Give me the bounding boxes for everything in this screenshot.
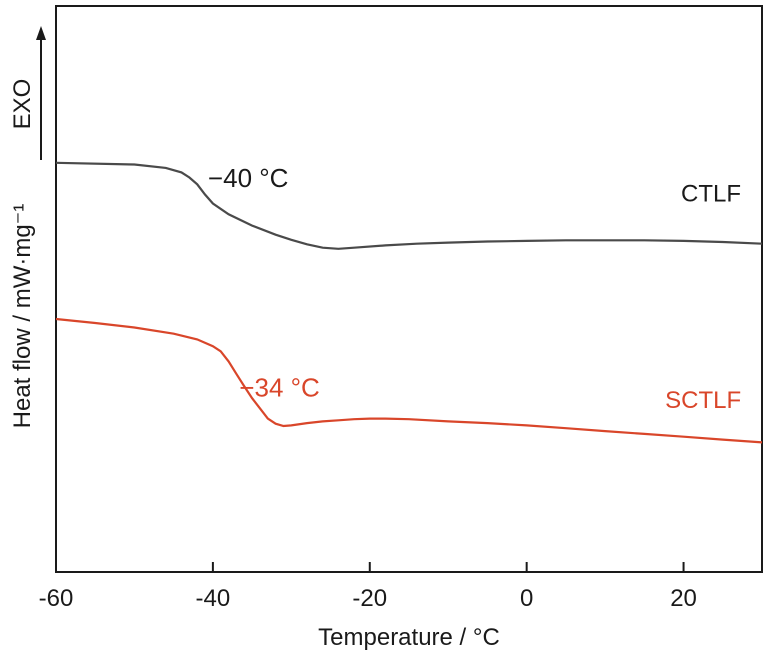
exo-label: EXO bbox=[9, 79, 36, 130]
x-tick-label: -40 bbox=[196, 585, 231, 612]
x-tick-label: -20 bbox=[352, 585, 387, 612]
plot-frame bbox=[55, 5, 763, 573]
exo-indicator: EXO bbox=[9, 26, 46, 160]
x-tick-label: -60 bbox=[39, 585, 74, 612]
x-axis-title: Temperature / °C bbox=[318, 624, 500, 651]
series-label-ctlf: CTLF bbox=[681, 180, 741, 207]
x-tick-label: 20 bbox=[670, 585, 697, 612]
series-line-ctlf bbox=[55, 161, 763, 250]
x-axis-tick-labels: -60 -40 -20 0 20 bbox=[39, 585, 697, 612]
annotation-sctlf-glass-transition: −34 °C bbox=[239, 373, 320, 403]
x-tick-label: 0 bbox=[520, 585, 533, 612]
x-axis-ticks bbox=[55, 562, 685, 572]
y-axis-title: Heat flow / mW·mg⁻¹ bbox=[9, 204, 36, 429]
series-label-sctlf: SCTLF bbox=[665, 387, 741, 414]
exo-arrow-head bbox=[36, 26, 46, 40]
annotation-ctlf-glass-transition: −40 °C bbox=[208, 163, 289, 193]
series-line-sctlf bbox=[55, 317, 763, 444]
